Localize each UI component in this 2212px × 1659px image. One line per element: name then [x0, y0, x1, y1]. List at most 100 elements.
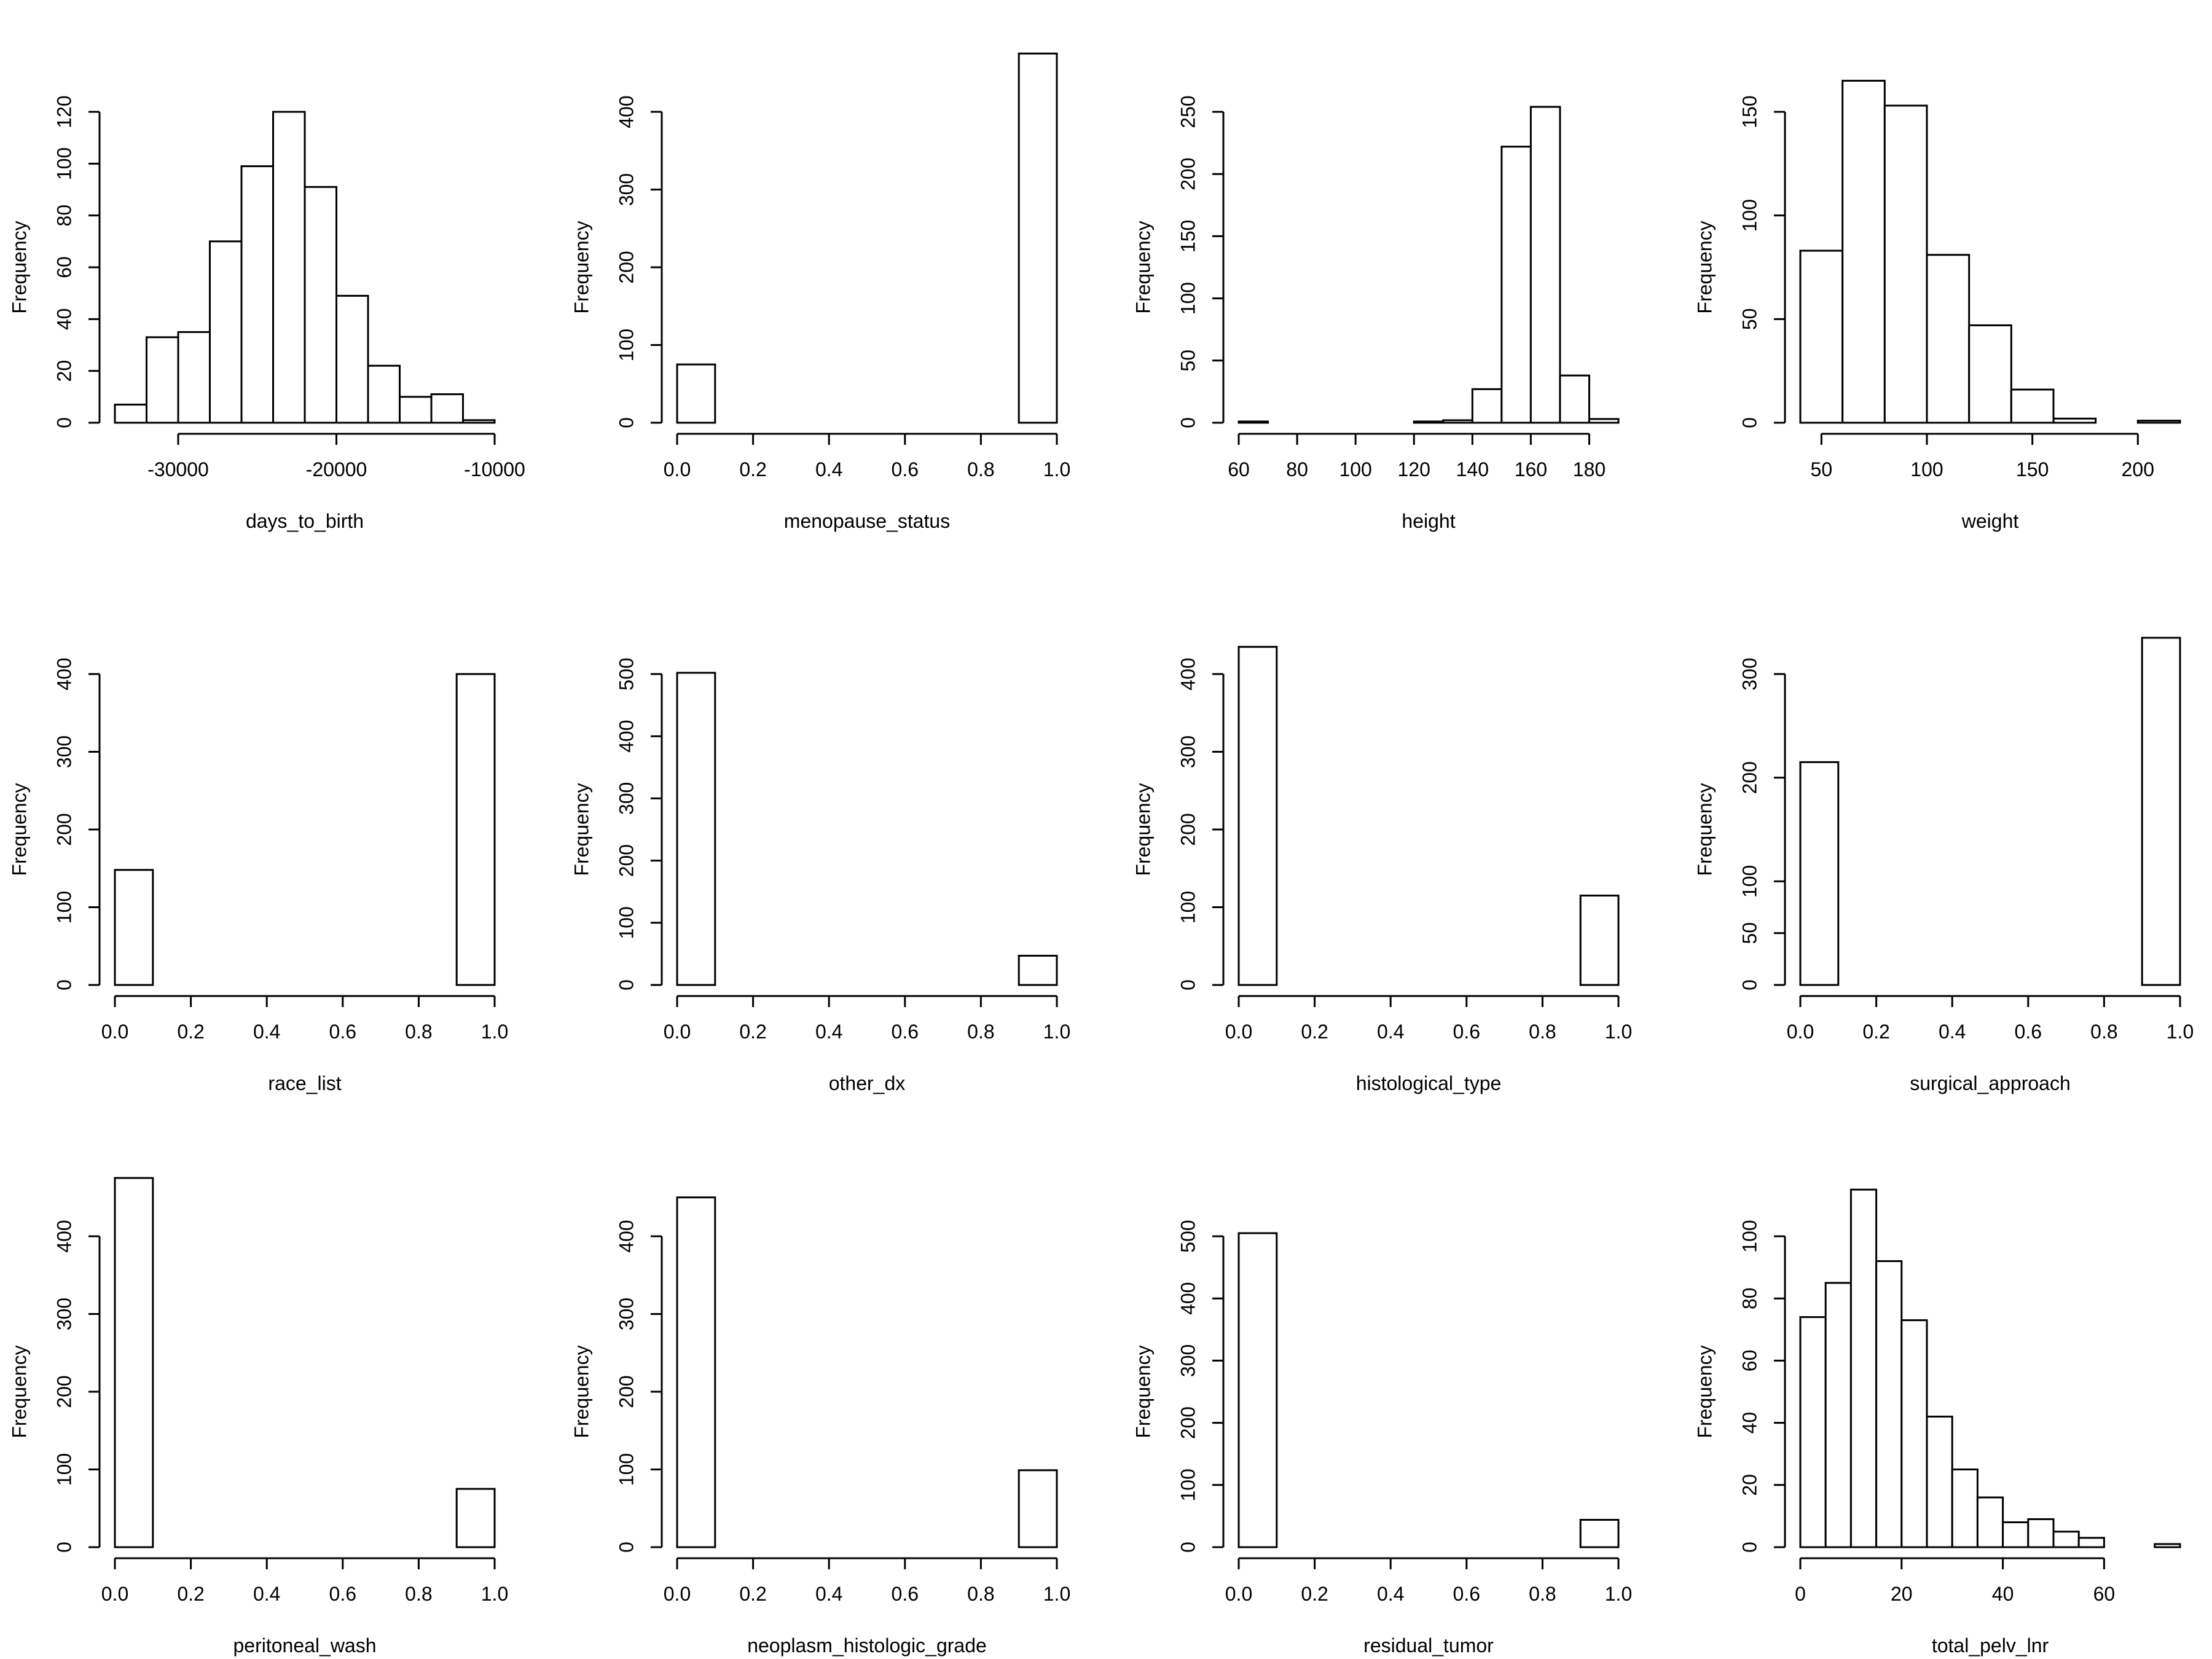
bar [146, 336, 179, 424]
x-tick-label: 0.6 [892, 458, 919, 480]
y-tick-label: 300 [1177, 1344, 1199, 1377]
bar [676, 363, 716, 424]
x-tick-label: 40 [1992, 1583, 2014, 1605]
bar [1237, 1232, 1278, 1548]
y-tick-label: 0 [615, 417, 637, 428]
y-axis-label: Frequency [8, 221, 30, 313]
x-tick-label: 1.0 [1043, 458, 1070, 480]
x-tick-label: 50 [1811, 458, 1833, 480]
bar [2141, 637, 2181, 986]
x-tick-label: 0.2 [739, 1021, 766, 1043]
y-tick-label: 100 [615, 1453, 637, 1486]
histogram-weight: 50 100 150 200 0 50 100 150 weight Frequency [1693, 79, 2181, 532]
bar [399, 396, 433, 424]
bar [2010, 388, 2055, 424]
x-tick-label: 0.6 [892, 1583, 919, 1605]
x-tick-label: 80 [1286, 458, 1308, 480]
y-tick-label: 0 [615, 979, 637, 990]
x-tick-label: 0.0 [101, 1021, 128, 1043]
x-tick-label: 1.0 [2167, 1021, 2194, 1043]
y-tick-label: 300 [615, 1298, 637, 1330]
y-tick-label: 400 [53, 1220, 75, 1252]
y-axis-label: Frequency [8, 1345, 30, 1438]
y-tick-label: 0 [1177, 417, 1199, 428]
y-axis-label: Frequency [1693, 221, 1716, 313]
bar [1559, 374, 1590, 424]
bar [1926, 1415, 1953, 1548]
bar [2077, 1537, 2105, 1548]
bar [1841, 79, 1886, 424]
bar [1018, 954, 1058, 986]
y-tick-label: 250 [1177, 95, 1199, 128]
x-tick-label: 0.4 [253, 1583, 280, 1605]
histogram-neoplasm-histologic-grade: 0.0 0.2 0.4 0.6 0.8 1.0 0 100 200 300 400 neoplasm_… [570, 1196, 1070, 1657]
y-tick-label: 400 [1177, 657, 1199, 690]
x-tick-label: 60 [2093, 1583, 2116, 1605]
x-tick-label: 0.0 [664, 458, 691, 480]
x-tick-label: 0.4 [815, 458, 842, 480]
y-tick-label: 0 [1177, 979, 1199, 990]
y-tick-label: 300 [615, 173, 637, 206]
x-tick-label: 0.0 [1787, 1021, 1814, 1043]
x-tick-label: -20000 [306, 458, 367, 480]
x-axis-label: height [1402, 510, 1455, 532]
y-tick-label: 200 [1177, 813, 1199, 845]
y-tick-label: 100 [1177, 891, 1199, 924]
x-tick-label: 0.8 [405, 1583, 432, 1605]
y-axis-label: Frequency [1132, 221, 1154, 313]
y-tick-label: 200 [53, 813, 75, 845]
y-tick-label: 300 [615, 782, 637, 815]
y-tick-label: 20 [1738, 1474, 1760, 1496]
x-tick-label: 0.4 [1939, 1021, 1966, 1043]
y-tick-label: 50 [1738, 308, 1760, 331]
x-tick-label: -10000 [464, 458, 525, 480]
x-tick-label: 0.0 [664, 1583, 691, 1605]
x-tick-label: 0.8 [2090, 1021, 2117, 1043]
y-tick-label: 0 [1738, 1542, 1760, 1553]
x-tick-label: 0.8 [1529, 1021, 1556, 1043]
x-tick-label: -30000 [147, 458, 209, 480]
x-axis-label: neoplasm_histologic_grade [747, 1634, 987, 1657]
y-tick-label: 200 [615, 251, 637, 283]
bar [1237, 420, 1269, 424]
y-tick-label: 100 [615, 329, 637, 361]
x-tick-label: 0.6 [2015, 1021, 2042, 1043]
y-tick-label: 200 [615, 1375, 637, 1408]
bar [1883, 104, 1928, 424]
x-tick-label: 0.6 [329, 1583, 356, 1605]
x-tick-label: 140 [1456, 458, 1489, 480]
y-axis-label: Frequency [1693, 783, 1716, 876]
y-tick-label: 100 [1177, 1469, 1199, 1501]
bar [1442, 419, 1473, 424]
y-tick-label: 400 [1177, 1282, 1199, 1315]
bar [1976, 1496, 2004, 1548]
y-tick-label: 100 [53, 891, 75, 924]
y-tick-label: 0 [1738, 979, 1760, 990]
bar [1018, 52, 1058, 424]
x-tick-label: 0.6 [1453, 1021, 1480, 1043]
bar [1875, 1260, 1903, 1548]
bar [1799, 249, 1844, 424]
histogram-surgical-approach: 0.0 0.2 0.4 0.6 0.8 1.0 0 50 100 200 300 surgical_a… [1693, 637, 2194, 1094]
bar [1900, 1319, 1928, 1548]
y-tick-label: 0 [1738, 417, 1760, 428]
x-tick-label: 60 [1228, 458, 1250, 480]
bar [240, 165, 274, 424]
bar [1849, 1188, 1878, 1548]
x-axis-label: peritoneal_wash [233, 1634, 376, 1657]
x-axis-label: days_to_birth [246, 510, 364, 532]
x-tick-label: 0.2 [1862, 1021, 1889, 1043]
bar [2027, 1518, 2055, 1548]
bar [676, 672, 716, 986]
bar [1579, 1518, 1620, 1548]
x-tick-label: 20 [1891, 1583, 1913, 1605]
x-tick-label: 200 [2122, 458, 2154, 480]
bar [2136, 420, 2181, 424]
y-tick-label: 80 [1738, 1287, 1760, 1309]
bar [2052, 1531, 2080, 1548]
x-tick-label: 1.0 [481, 1583, 508, 1605]
y-tick-label: 60 [53, 256, 75, 278]
x-tick-label: 0.2 [177, 1583, 204, 1605]
bar [1018, 1469, 1058, 1548]
y-tick-label: 100 [615, 906, 637, 939]
